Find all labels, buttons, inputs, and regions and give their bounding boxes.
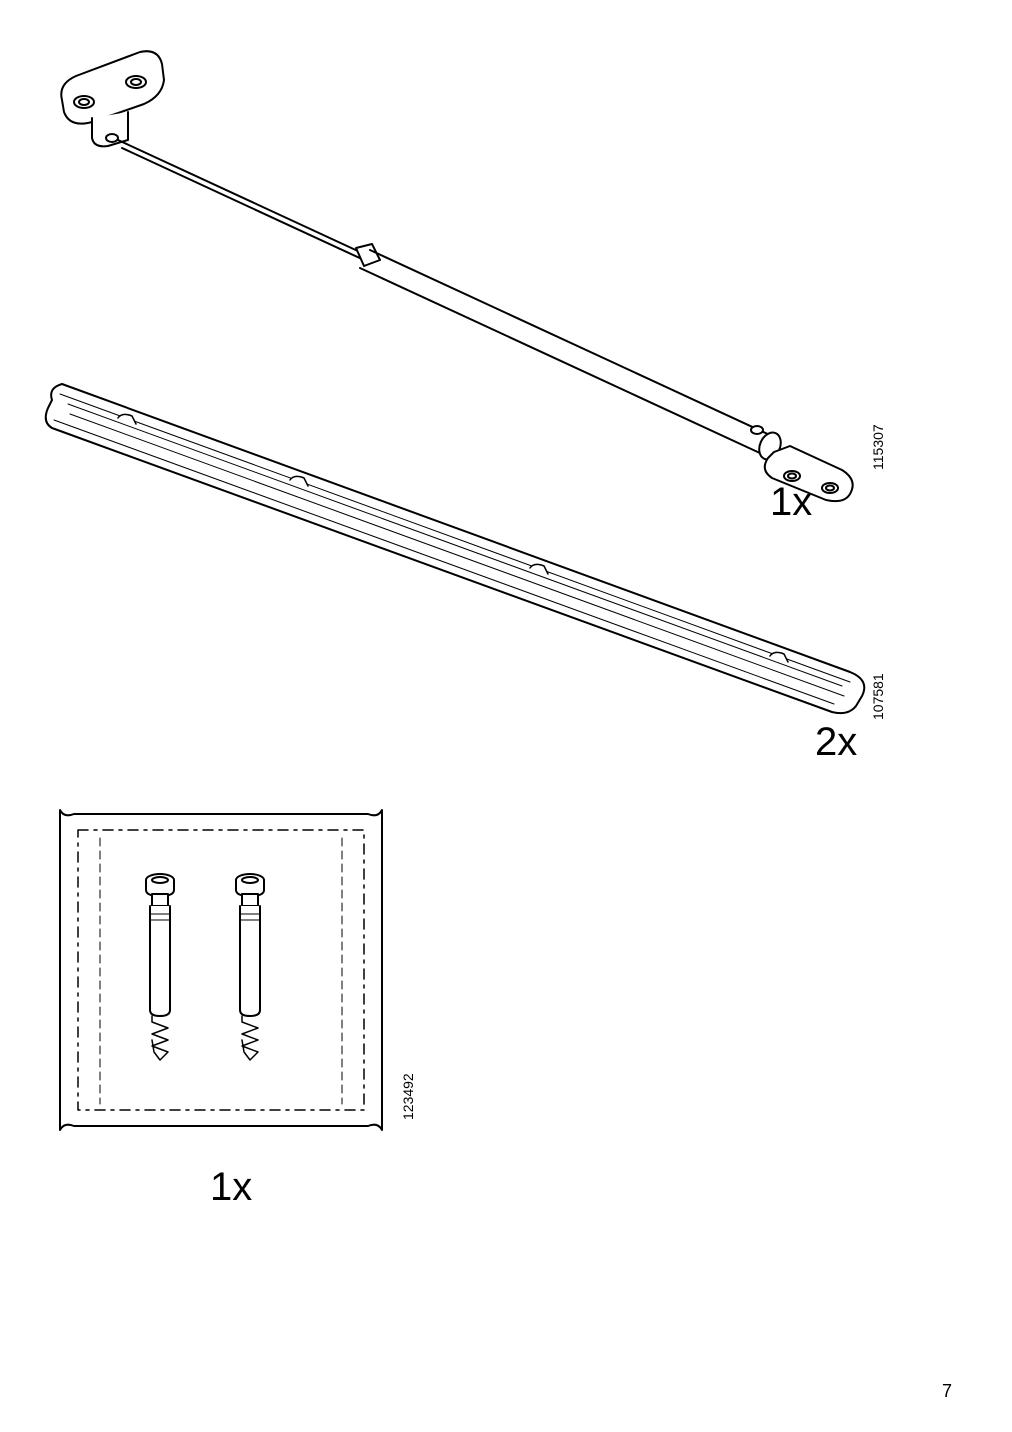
manual-page: 1x 2x 1x 115307 107581 123492 7 <box>0 0 1012 1432</box>
partno-rail: 107581 <box>870 673 886 720</box>
partno-gas-strut: 115307 <box>870 424 886 470</box>
rail-drawing <box>46 384 865 713</box>
partno-dowel-pack: 123492 <box>400 1073 416 1120</box>
qty-dowel-pack: 1x <box>210 1165 252 1210</box>
qty-gas-strut: 1x <box>770 480 812 525</box>
qty-rail: 2x <box>815 720 857 765</box>
page-number: 7 <box>942 1381 952 1402</box>
parts-illustration <box>0 0 1012 1432</box>
dowel-pack-drawing <box>60 810 382 1130</box>
